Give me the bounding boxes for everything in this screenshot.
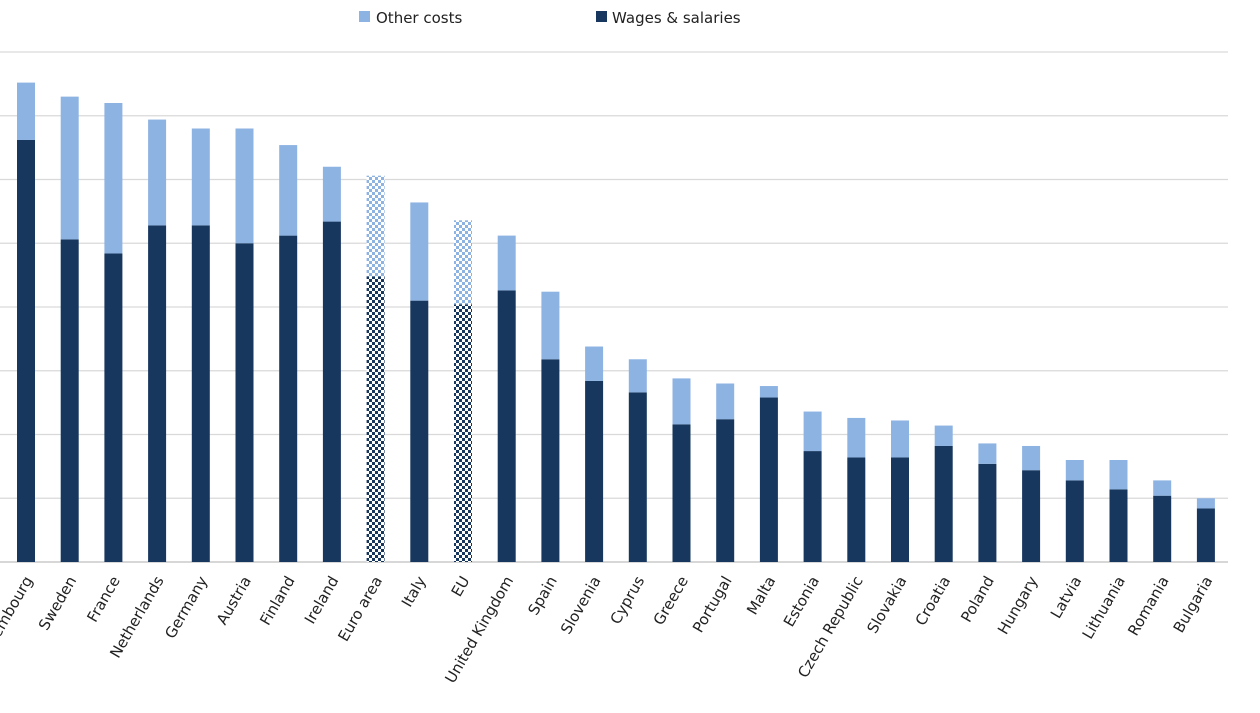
x-tick-label: Germany bbox=[161, 573, 211, 642]
legend: Other costs Wages & salaries bbox=[359, 9, 741, 27]
bar-other-costs bbox=[891, 420, 909, 458]
bar-other-costs bbox=[716, 383, 735, 420]
bar-wages bbox=[235, 243, 254, 562]
bar-other-costs bbox=[454, 220, 472, 305]
bar-other-costs bbox=[17, 82, 35, 140]
x-tick-label: Italy bbox=[398, 573, 430, 610]
x-tick-label: Malta bbox=[743, 573, 779, 618]
bar-other-costs bbox=[934, 425, 953, 446]
bar-other-costs bbox=[978, 443, 997, 464]
x-tick-label: France bbox=[83, 573, 124, 625]
bar-other-costs bbox=[410, 202, 429, 301]
bar-other-costs bbox=[585, 346, 604, 381]
bars bbox=[17, 82, 1215, 563]
bar-wages bbox=[60, 239, 79, 563]
bar-wages bbox=[104, 253, 123, 562]
x-tick-label: Austria bbox=[213, 573, 255, 628]
bar-wages bbox=[803, 451, 822, 562]
x-tick-label: Estonia bbox=[780, 573, 823, 630]
bar-other-costs bbox=[279, 145, 298, 236]
bar-wages bbox=[759, 397, 778, 562]
bar-wages bbox=[1109, 489, 1128, 562]
bar-other-costs bbox=[148, 119, 167, 226]
bar-wages bbox=[891, 457, 909, 562]
bar-wages bbox=[1196, 508, 1215, 562]
bar-wages bbox=[454, 304, 472, 562]
x-tick-label: Portugal bbox=[689, 573, 736, 636]
legend-label-other-costs: Other costs bbox=[376, 9, 462, 27]
bar-other-costs bbox=[803, 411, 822, 452]
x-tick-label: Finland bbox=[256, 573, 298, 628]
x-tick-label: Poland bbox=[957, 573, 998, 625]
x-tick-label: Slovenia bbox=[557, 573, 605, 637]
bar-wages bbox=[410, 300, 429, 562]
bar-wages bbox=[847, 457, 866, 562]
bar-wages bbox=[1065, 480, 1084, 562]
bar-wages bbox=[191, 225, 210, 562]
x-tick-label: Ireland bbox=[301, 573, 343, 627]
bar-other-costs bbox=[235, 128, 254, 244]
legend-label-wages: Wages & salaries bbox=[612, 9, 741, 27]
bar-other-costs bbox=[759, 386, 778, 398]
bar-wages bbox=[366, 276, 385, 562]
bar-other-costs bbox=[366, 175, 385, 277]
bar-wages bbox=[672, 424, 691, 562]
bar-wages bbox=[279, 235, 298, 562]
x-tick-label: Romania bbox=[1124, 573, 1172, 639]
x-tick-label: Spain bbox=[524, 573, 561, 618]
bar-other-costs bbox=[1022, 445, 1041, 471]
bar-other-costs bbox=[1109, 460, 1128, 490]
bar-other-costs bbox=[104, 103, 123, 254]
bar-wages bbox=[1022, 470, 1041, 562]
x-tick-label: Lithuania bbox=[1079, 573, 1129, 642]
bar-wages bbox=[541, 359, 560, 562]
bar-other-costs bbox=[672, 378, 691, 425]
bar-wages bbox=[716, 419, 735, 562]
x-tick-label: Croatia bbox=[912, 573, 955, 629]
bar-other-costs bbox=[541, 291, 560, 360]
bar-wages bbox=[978, 463, 997, 562]
bar-wages bbox=[148, 225, 167, 562]
bar-wages bbox=[934, 445, 953, 562]
x-tick-label: Slovakia bbox=[863, 573, 910, 637]
bar-other-costs bbox=[60, 96, 79, 240]
bar-wages bbox=[322, 221, 341, 562]
bar-wages bbox=[628, 392, 647, 562]
legend-swatch-other-costs bbox=[359, 11, 370, 22]
x-tick-label: Hungary bbox=[994, 573, 1042, 638]
bar-other-costs bbox=[322, 166, 341, 222]
bar-other-costs bbox=[628, 359, 647, 393]
x-tick-label: Luxembourg bbox=[0, 573, 36, 663]
x-tick-label: EU bbox=[448, 573, 474, 600]
x-tick-label: Greece bbox=[650, 573, 692, 628]
gridlines bbox=[0, 51, 1228, 563]
bar-wages bbox=[17, 139, 35, 562]
x-tick-label: Sweden bbox=[35, 573, 80, 633]
legend-swatch-wages bbox=[596, 11, 607, 22]
bar-wages bbox=[497, 290, 516, 562]
x-tick-label: Bulgaria bbox=[1170, 573, 1217, 636]
bar-wages bbox=[585, 380, 604, 562]
bar-wages bbox=[1153, 495, 1172, 562]
bar-other-costs bbox=[191, 128, 210, 226]
x-tick-label: Latvia bbox=[1047, 573, 1085, 622]
x-tick-label: Euro area bbox=[334, 573, 386, 645]
bar-other-costs bbox=[847, 417, 866, 458]
bar-other-costs bbox=[1196, 498, 1215, 509]
bar-other-costs bbox=[497, 235, 516, 291]
bar-other-costs bbox=[1065, 460, 1084, 481]
bar-other-costs bbox=[1153, 480, 1172, 496]
x-tick-label: Cyprus bbox=[606, 573, 648, 628]
